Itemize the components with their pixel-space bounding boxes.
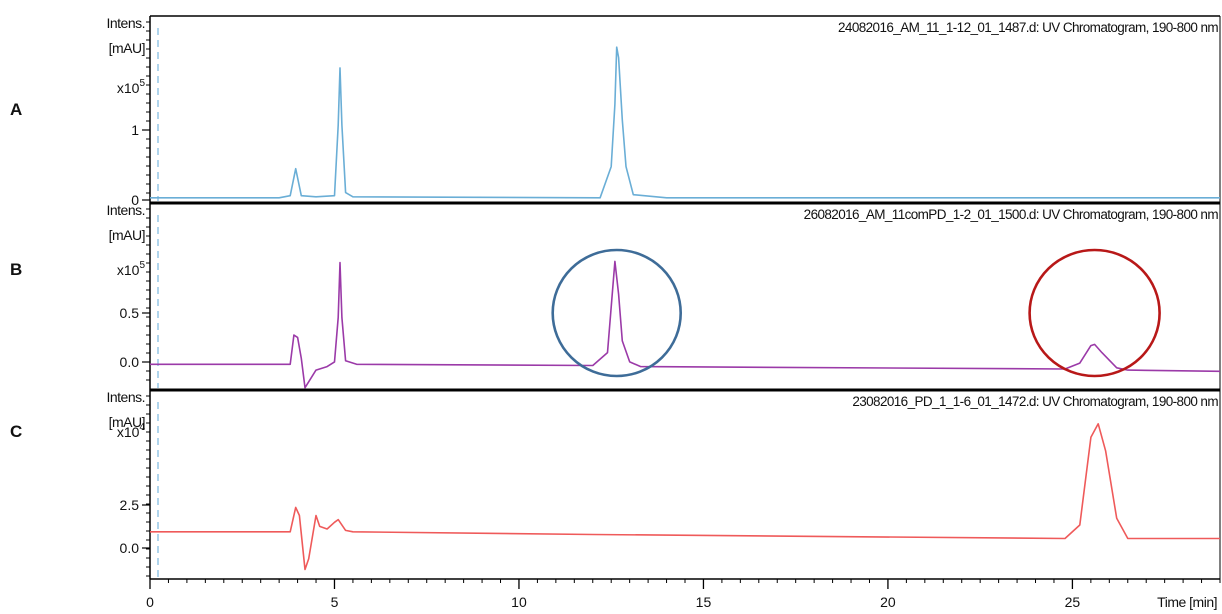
y-scale-exponent-power: 4 xyxy=(139,422,145,433)
y-label-unit: [mAU] xyxy=(109,40,145,56)
chromatogram-title: 26082016_AM_11comPD_1-2_01_1500.d: UV Ch… xyxy=(804,207,1219,222)
panel-letter-a: A xyxy=(10,100,22,119)
time-axis: 0 5 10 15 20 25 Time [min] xyxy=(146,578,1221,610)
blue-circle-annotation xyxy=(551,248,683,378)
y-scale-exponent: x105 xyxy=(117,78,146,96)
y-label-intensity: Intens. xyxy=(106,15,145,31)
y-tick-label: 0 xyxy=(131,192,139,208)
x-tick-label: 20 xyxy=(880,594,896,610)
y-tick-label: 0.0 xyxy=(120,540,140,556)
minor-y-ticks xyxy=(146,208,150,381)
x-axis-label: Time [min] xyxy=(1157,594,1217,610)
y-scale-exponent: x105 xyxy=(117,260,146,278)
chromatogram-trace-c xyxy=(150,422,1220,571)
x-tick-label: 10 xyxy=(511,594,527,610)
minor-y-ticks xyxy=(146,21,150,194)
chromatogram-panel-a: Intens. [mAU] x105 1 0 24082016_AM_11_1-12_01… xyxy=(106,15,1221,208)
x-tick-label: 5 xyxy=(331,594,339,610)
chromatogram-panel-c: Intens. [mAU]x104 2.5 0.0 23082016_PD_1_1-6_… xyxy=(106,388,1221,579)
chromatogram-panels: Intens. [mAU] x105 1 0 24082016_AM_11_1-12_01… xyxy=(106,15,1221,579)
x-tick-label: 25 xyxy=(1065,594,1081,610)
chromatogram-trace-a xyxy=(150,46,1220,199)
y-label-unit: [mAU] xyxy=(109,227,145,243)
panel-letter-c: C xyxy=(10,422,22,441)
y-scale-exponent-power: 5 xyxy=(139,78,145,89)
y-label-intensity: Intens. xyxy=(106,202,145,218)
x-tick-label: 15 xyxy=(696,594,712,610)
y-label-intensity: Intens. xyxy=(106,389,145,405)
panel-letters: A B C xyxy=(10,100,22,441)
chromatogram-title: 23082016_PD_1_1-6_01_1472.d: UV Chromato… xyxy=(852,394,1218,409)
panel-letter-b: B xyxy=(10,260,22,279)
x-tick-label: 0 xyxy=(146,594,154,610)
y-label-unit: [mAU] xyxy=(109,414,145,430)
y-tick-label: 1 xyxy=(131,122,139,138)
minor-y-ticks xyxy=(146,395,150,577)
y-scale-exponent: x104 xyxy=(117,422,146,440)
chromatogram-trace-b xyxy=(150,260,1221,389)
highlight-circles xyxy=(551,248,1161,378)
chromatogram-panel-b: Intens. [mAU] x105 0.5 0.0 26082016_AM_11comP… xyxy=(106,201,1221,390)
chromatogram-title: 24082016_AM_11_1-12_01_1487.d: UV Chroma… xyxy=(838,20,1218,35)
y-tick-label: 2.5 xyxy=(120,497,140,513)
y-tick-label: 0.0 xyxy=(120,354,140,370)
y-scale-exponent-power: 5 xyxy=(139,260,145,271)
y-tick-label: 0.5 xyxy=(120,305,140,321)
red-circle-annotation xyxy=(1028,248,1161,378)
